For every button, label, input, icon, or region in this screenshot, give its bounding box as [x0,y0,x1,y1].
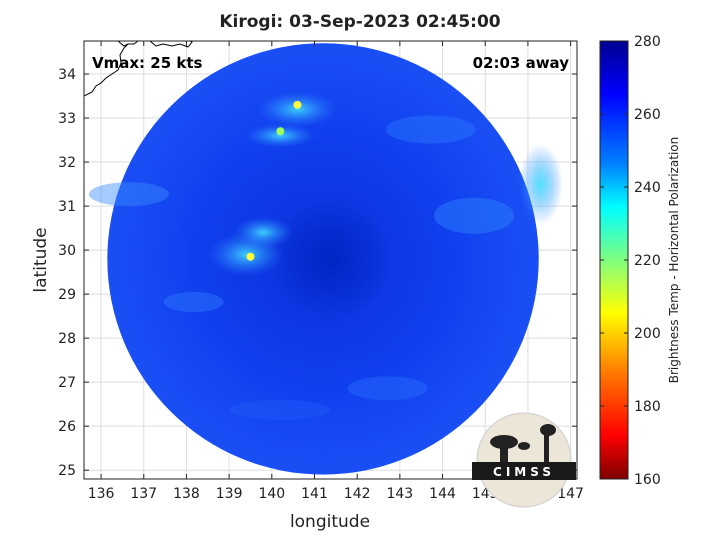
cold-spot [246,252,255,261]
y-tick-label: 30 [58,243,76,259]
y-axis-label: latitude [31,227,51,292]
x-tick-label: 136 [88,486,115,502]
x-tick-label: 141 [301,486,328,502]
cloud-band [88,182,169,207]
convective-cloud [257,91,338,128]
cloud-band [347,376,428,401]
x-tick-label: 138 [173,486,200,502]
y-tick-label: 26 [58,419,76,435]
swath-layer [88,43,563,475]
colorbar-tick-label: 160 [634,472,661,488]
x-tick-label: 147 [557,486,584,502]
cloud-band [385,115,476,144]
y-tick-label: 31 [58,199,76,215]
y-tick-label: 34 [58,67,76,83]
y-tick-label: 28 [58,331,76,347]
x-tick-label: 140 [258,486,285,502]
eta-label: 02:03 away [473,54,570,72]
colorbar-label: Brightness Temp - Horizontal Polarizatio… [667,137,681,384]
convective-cloud [518,144,563,225]
cloud-band [163,292,224,313]
x-tick-label: 139 [216,486,243,502]
colorbar [599,40,629,480]
colorbar-tick-label: 260 [634,107,661,123]
axis-ticks: 1361371381391401411421431441451461472526… [58,41,584,502]
y-tick-label: 25 [58,463,76,479]
y-tick-label: 33 [58,111,76,127]
colorbar-tick-label: 280 [634,34,661,50]
y-tick-label: 27 [58,375,76,391]
plot-frame [83,40,578,480]
cold-spot [293,100,302,109]
coastline [84,41,193,97]
colorbar-tick-label: 180 [634,399,661,415]
cimss-logo: CIMSS [472,412,576,508]
convective-cloud [245,123,316,148]
y-tick-label: 29 [58,287,76,303]
cold-spot [276,127,285,136]
cloud-band [434,197,515,234]
x-tick-label: 142 [344,486,371,502]
plot-title: Kirogi: 03-Sep-2023 02:45:00 [219,12,501,32]
storm-center [271,198,392,319]
convective-cloud [233,216,294,249]
colorbar-tick-label: 240 [634,180,661,196]
colorbar-ticks: 160 180 200 220 240 260 280 [600,34,661,488]
x-tick-label: 143 [386,486,413,502]
cloud-band [229,399,330,420]
colorbar-tick-label: 220 [634,253,661,269]
x-tick-label: 137 [130,486,157,502]
logo-text: CIMSS [493,465,555,479]
x-axis-label: longitude [290,512,370,532]
y-tick-label: 32 [58,155,76,171]
vmax-label: Vmax: 25 kts [92,54,202,72]
colorbar-tick-label: 200 [634,326,661,342]
x-tick-label: 144 [429,486,456,502]
